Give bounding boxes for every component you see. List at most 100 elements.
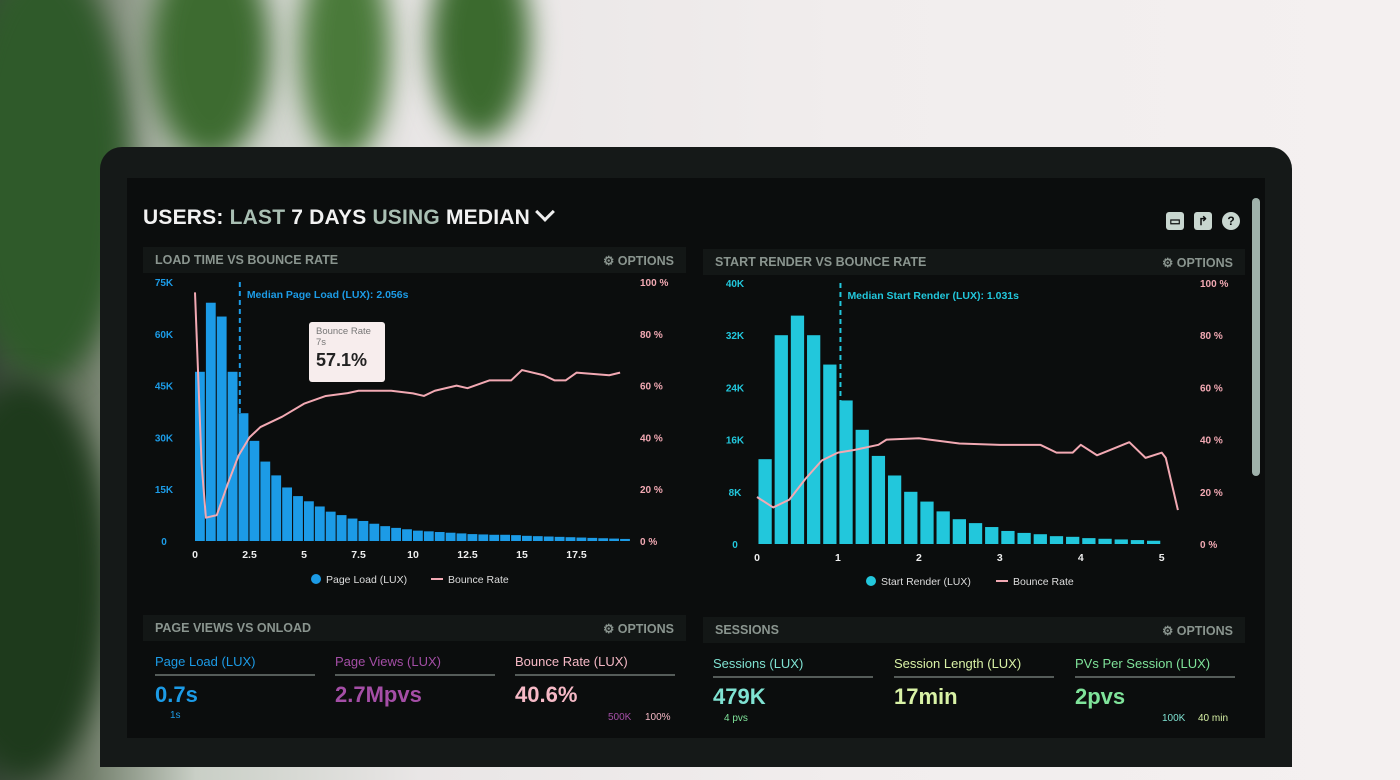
bounce-sub: 100%	[645, 712, 671, 723]
bar	[238, 413, 249, 541]
x-tick-label: 5	[1159, 552, 1165, 564]
bar	[609, 538, 620, 541]
monitor-icon[interactable]: ▭	[1166, 212, 1184, 230]
metric-pvs-per-session-lux: PVs Per Session (LUX) 2pvs	[1075, 656, 1235, 710]
bar	[532, 536, 543, 541]
metric-value: 0.7s	[155, 682, 198, 707]
sessions-sub-right: 100K	[1162, 713, 1186, 724]
bar	[1066, 536, 1080, 544]
bar	[839, 400, 853, 544]
bar	[1033, 534, 1047, 544]
bar	[1098, 538, 1112, 544]
legend-marker	[866, 576, 876, 586]
metric-value: 2.7Mpvs	[335, 682, 422, 707]
metric-sessions-lux: Sessions (LUX) 479K	[713, 656, 873, 710]
bar	[887, 475, 902, 544]
x-tick-label: 0	[754, 552, 760, 564]
panel-header-page-views: PAGE VIEWS VS ONLOAD ⚙ OPTIONS	[143, 615, 686, 641]
bar	[968, 523, 983, 544]
bar	[314, 506, 325, 541]
bar	[807, 335, 821, 544]
y2-tick-label: 80 %	[640, 330, 663, 341]
metric-label: Page Views (LUX)	[335, 654, 495, 676]
bar	[445, 532, 456, 541]
title-part: USERS:	[143, 206, 230, 229]
bar	[920, 501, 934, 544]
x-tick-label: 3	[997, 552, 1003, 564]
sessions-sub: 4 pvs	[724, 713, 748, 724]
panel-header-load-time: LOAD TIME VS BOUNCE RATE ⚙ OPTIONS	[143, 247, 686, 273]
bar	[511, 535, 521, 541]
title-part: LAST	[229, 206, 292, 229]
y2-tick-label: 40 %	[640, 433, 663, 444]
page-load-sub: 1s	[170, 710, 181, 721]
panel-title: PAGE VIEWS VS ONLOAD	[155, 621, 312, 635]
metric-label: Sessions (LUX)	[713, 656, 873, 678]
y-tick-label: 8K	[729, 488, 743, 499]
bar	[216, 316, 227, 541]
legend-label: Start Render (LUX)	[881, 576, 971, 588]
metric-value: 2pvs	[1075, 684, 1126, 709]
x-tick-label: 10	[407, 549, 419, 561]
x-tick-label: 0	[192, 549, 198, 561]
x-tick-label: 12.5	[457, 549, 478, 561]
y2-tick-label: 0 %	[640, 537, 657, 548]
y-tick-label: 32K	[726, 331, 745, 342]
metric-label: Bounce Rate (LUX)	[515, 654, 675, 676]
legend-label: Bounce Rate	[1013, 576, 1074, 588]
y2-tick-label: 100 %	[640, 278, 668, 289]
bar	[227, 371, 238, 541]
title-part: USING	[372, 206, 446, 229]
metric-label: Session Length (LUX)	[894, 656, 1054, 678]
dashboard-title[interactable]: USERS: LAST 7 DAYS USING MEDIAN	[143, 202, 555, 230]
tooltip-x: 7s	[316, 337, 327, 348]
bar	[790, 315, 805, 544]
bar	[904, 491, 918, 544]
bar	[871, 455, 886, 544]
y-tick-label: 40K	[726, 279, 745, 290]
y2-tick-label: 0 %	[1200, 540, 1217, 551]
bar	[347, 518, 358, 541]
options-button[interactable]: ⚙ OPTIONS	[1162, 255, 1233, 270]
metric-page-load-lux: Page Load (LUX) 0.7s	[155, 654, 315, 708]
metric-label: PVs Per Session (LUX)	[1075, 656, 1235, 678]
x-tick-label: 2	[916, 552, 922, 564]
x-tick-label: 2.5	[242, 549, 257, 561]
y-tick-label: 75K	[155, 278, 174, 289]
share-icon[interactable]: ↱	[1194, 212, 1212, 230]
y-tick-label: 0	[732, 540, 738, 551]
title-part: MEDIAN	[445, 206, 531, 229]
x-tick-label: 4	[1078, 552, 1084, 564]
scrollbar[interactable]	[1252, 198, 1260, 476]
options-button[interactable]: ⚙ OPTIONS	[1162, 623, 1233, 638]
y2-tick-label: 60 %	[640, 382, 663, 393]
y2-tick-label: 80 %	[1200, 331, 1223, 342]
bar	[576, 537, 587, 541]
y-tick-label: 60K	[155, 330, 174, 341]
x-tick-label: 5	[301, 549, 307, 561]
bar	[293, 496, 303, 541]
options-button[interactable]: ⚙ OPTIONS	[603, 253, 674, 268]
bar	[1146, 540, 1161, 544]
y-tick-label: 45K	[155, 382, 174, 393]
chart-tooltip: Bounce Rate 7s 57.1%	[309, 322, 385, 382]
bar	[936, 511, 950, 544]
bar	[434, 532, 445, 541]
bar	[554, 536, 565, 541]
options-button[interactable]: ⚙ OPTIONS	[603, 621, 674, 636]
bar	[565, 537, 576, 541]
bounce-rate-line	[194, 292, 621, 519]
bar	[598, 538, 609, 541]
bar	[500, 534, 511, 541]
help-icon[interactable]: ?	[1222, 212, 1240, 230]
bar	[271, 475, 282, 541]
tooltip-series: Bounce Rate	[316, 326, 371, 337]
legend-label: Page Load (LUX)	[326, 574, 407, 586]
metric-label: Page Load (LUX)	[155, 654, 315, 676]
bar	[336, 515, 347, 541]
bar	[195, 371, 205, 541]
y2-tick-label: 100 %	[1200, 279, 1228, 290]
bar	[413, 530, 423, 541]
y-tick-label: 15K	[155, 485, 174, 496]
